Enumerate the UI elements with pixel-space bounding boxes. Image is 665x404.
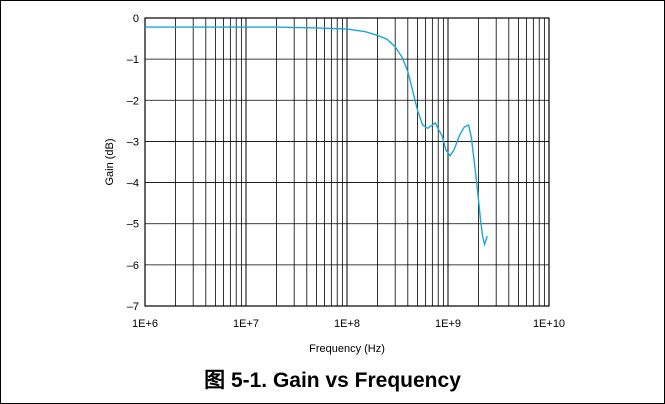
- y-tick-label: –4: [127, 178, 139, 190]
- y-tick-label: –1: [127, 54, 139, 66]
- figure-caption: 图 5-1. Gain vs Frequency: [204, 369, 461, 392]
- x-tick-label: 1E+8: [334, 318, 360, 330]
- tick-labels: 1E+6 1E+7 1E+8 1E+9 1E+10 0 –1 –2 –3 –4 –5 –6 –7: [127, 13, 565, 330]
- x-tick-label: 1E+6: [132, 318, 158, 330]
- y-tick-label: 0: [133, 13, 139, 25]
- y-tick-label: –7: [127, 301, 139, 313]
- y-tick-label: –5: [127, 219, 139, 231]
- grid: [144, 17, 549, 307]
- y-tick-label: –2: [127, 95, 139, 107]
- x-tick-label: 1E+10: [533, 318, 565, 330]
- x-axis-title: Frequency (Hz): [309, 343, 385, 355]
- y-tick-label: –3: [127, 136, 139, 148]
- x-tick-label: 1E+7: [233, 318, 259, 330]
- y-tick-label: –6: [127, 260, 139, 272]
- x-tick-label: 1E+9: [435, 318, 461, 330]
- y-axis-title: Gain (dB): [104, 138, 116, 185]
- plot-border: [144, 17, 550, 307]
- gain-series-line: [145, 26, 488, 247]
